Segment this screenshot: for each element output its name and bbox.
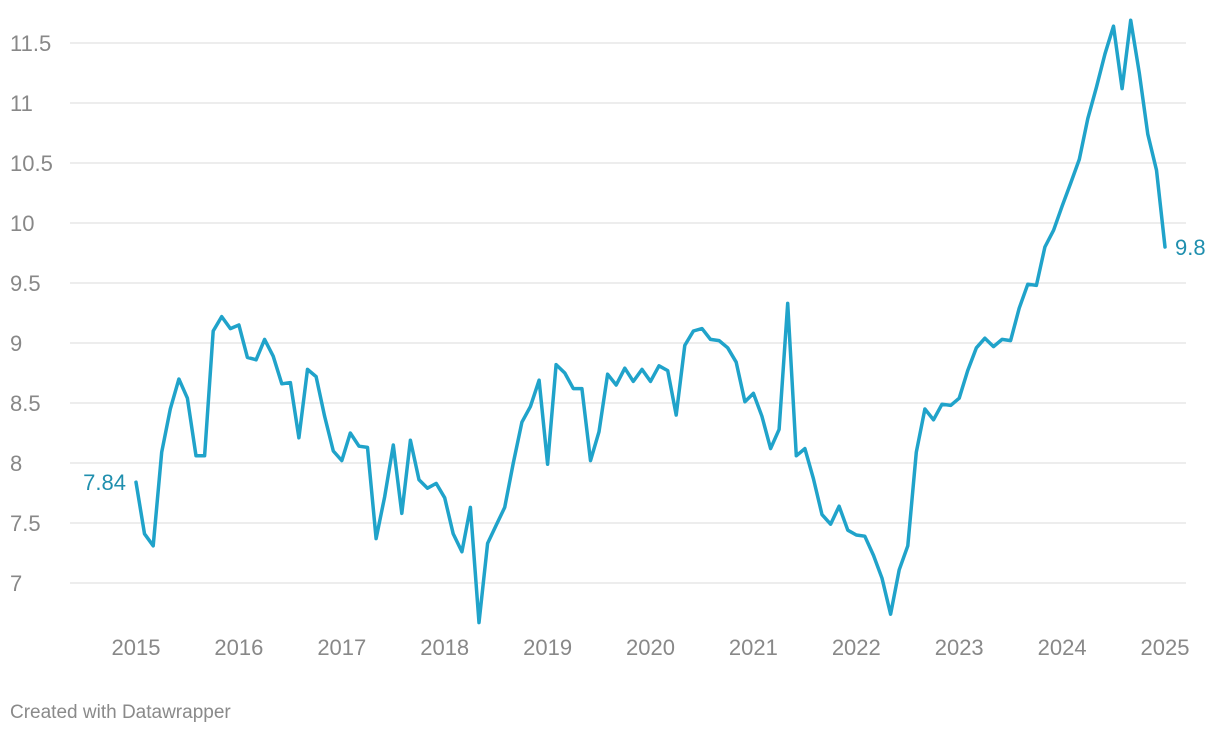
x-tick-label: 2016 <box>214 635 263 660</box>
annotation-layer: 7.84 9.8 <box>83 235 1205 495</box>
x-tick-label: 2015 <box>112 635 161 660</box>
y-tick-label: 8 <box>10 451 22 476</box>
grid-lines <box>70 42 1186 584</box>
y-tick-label: 9.5 <box>10 271 41 296</box>
series-line-0 <box>134 18 1167 625</box>
y-tick-label: 11.5 <box>10 31 51 56</box>
y-tick-label: 7.5 <box>10 511 41 536</box>
x-tick-label: 2024 <box>1038 635 1087 660</box>
y-tick-label: 11 <box>10 91 33 116</box>
y-axis-labels: 7 7.5 8 8.5 9 9.5 10 10.5 11 11.5 <box>10 31 53 596</box>
credit-text: Created with Datawrapper <box>10 702 231 723</box>
x-tick-label: 2018 <box>420 635 469 660</box>
x-tick-label: 2021 <box>729 635 778 660</box>
x-tick-label: 2022 <box>832 635 881 660</box>
y-tick-label: 8.5 <box>10 391 41 416</box>
y-tick-label: 9 <box>10 331 22 356</box>
x-tick-label: 2025 <box>1141 635 1190 660</box>
x-tick-label: 2019 <box>523 635 572 660</box>
y-tick-label: 7 <box>10 571 22 596</box>
start-value-label: 7.84 <box>83 470 126 495</box>
y-tick-label: 10 <box>10 211 34 236</box>
series-layer <box>134 18 1167 625</box>
x-axis-labels: 2015 2016 2017 2018 2019 2020 2021 2022 2023 2024… <box>112 635 1190 660</box>
x-tick-label: 2023 <box>935 635 984 660</box>
x-tick-label: 2017 <box>317 635 366 660</box>
x-tick-label: 2020 <box>626 635 675 660</box>
end-value-label: 9.8 <box>1175 235 1206 260</box>
y-tick-label: 10.5 <box>10 151 53 176</box>
